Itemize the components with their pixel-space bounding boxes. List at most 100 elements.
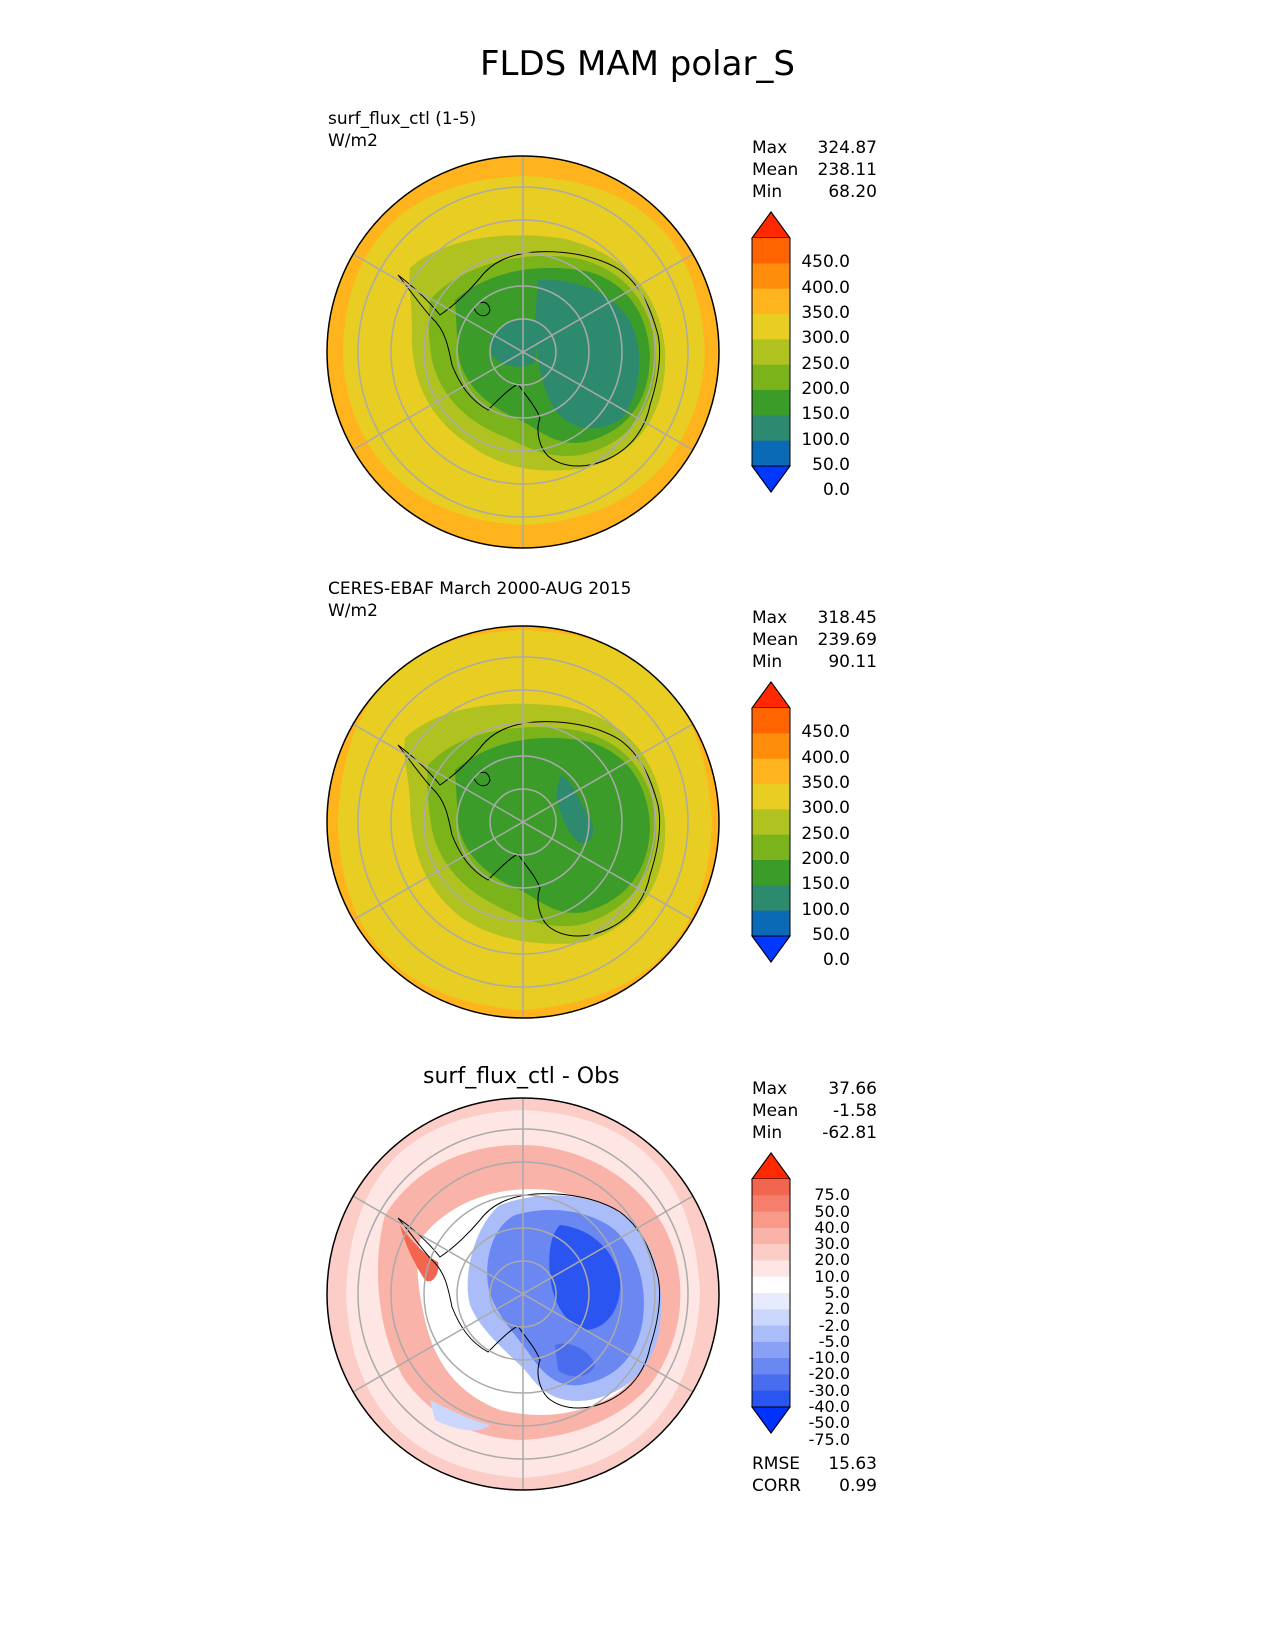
stat-min: Min 68.20 bbox=[752, 182, 877, 202]
panel1-name: surf_flux_ctl (1-5) bbox=[328, 109, 477, 129]
panel2-units: W/m2 bbox=[328, 601, 378, 621]
colorbar-tick-label: -20.0 bbox=[808, 1364, 850, 1384]
colorbar-tick-label: 0.0 bbox=[822, 480, 850, 501]
colorbar-extend-max bbox=[751, 211, 791, 239]
stat-mean: Mean 238.11 bbox=[752, 160, 877, 180]
panel2-label: CERES-EBAF March 2000-AUG 2015 W/m2 bbox=[328, 578, 631, 622]
stat-min: Min 90.11 bbox=[752, 652, 877, 672]
stat-max: Max 318.45 bbox=[752, 608, 877, 628]
panel1-units: W/m2 bbox=[328, 131, 378, 151]
colorbar-band bbox=[752, 885, 790, 912]
colorbar-tick-label: 400.0 bbox=[801, 747, 850, 768]
colorbar-tick-label: 40.0 bbox=[814, 1217, 850, 1237]
colorbar-tick-label: 150.0 bbox=[801, 404, 850, 425]
colorbar-tick-label: 250.0 bbox=[801, 823, 850, 844]
colorbar-band bbox=[752, 758, 790, 785]
colorbar-tick-label: 10.0 bbox=[814, 1266, 850, 1286]
colorbar-band bbox=[752, 1293, 790, 1310]
stat-mean: Mean 239.69 bbox=[752, 630, 877, 650]
colorbar-tick-label: -50.0 bbox=[808, 1413, 850, 1433]
colorbar-tick-label: 5.0 bbox=[824, 1283, 850, 1302]
colorbar-band bbox=[752, 1358, 790, 1375]
colorbar-band bbox=[752, 263, 790, 290]
stat-max: Max 324.87 bbox=[752, 138, 877, 158]
colorbar-extend-max bbox=[751, 681, 791, 709]
colorbar-band bbox=[752, 440, 790, 467]
colorbar-tick-label: 300.0 bbox=[801, 328, 850, 349]
colorbar-band bbox=[752, 415, 790, 442]
colorbar-tick-label: -30.0 bbox=[808, 1380, 850, 1400]
colorbar-tick-label: 20.0 bbox=[814, 1250, 850, 1270]
stat-max: Max 37.66 bbox=[752, 1079, 877, 1099]
colorbar-extend-min bbox=[751, 465, 791, 493]
colorbar-tick-label: 75.0 bbox=[814, 1185, 850, 1205]
colorbar-tick-label: 30.0 bbox=[814, 1234, 850, 1254]
colorbar-tick-label: 350.0 bbox=[801, 303, 850, 323]
panel1-stats: Max 324.87 Mean 238.11 Min 68.20 bbox=[752, 137, 877, 203]
panel2-stats: Max 318.45 Mean 239.69 Min 90.11 bbox=[752, 607, 877, 673]
colorbar-tick-label: -75.0 bbox=[808, 1429, 850, 1449]
colorbar-extend-min bbox=[751, 935, 791, 963]
colorbar-band bbox=[752, 1211, 790, 1229]
colorbar-band bbox=[752, 238, 790, 264]
stat-mean: Mean -1.58 bbox=[752, 1101, 877, 1121]
colorbar-tick-label: 250.0 bbox=[801, 353, 850, 374]
colorbar-band bbox=[752, 1374, 790, 1392]
colorbar-tick-label: 400.0 bbox=[801, 277, 850, 298]
colorbar-tick-label: 50.0 bbox=[814, 1201, 850, 1221]
colorbar-band bbox=[752, 1179, 790, 1196]
colorbar-band bbox=[752, 390, 790, 416]
colorbar-tick-label: 200.0 bbox=[801, 379, 850, 399]
colorbar-extend-min bbox=[751, 1406, 791, 1434]
colorbar-band bbox=[752, 288, 790, 315]
panel1-label: surf_flux_ctl (1-5) W/m2 bbox=[328, 108, 476, 152]
colorbar-tick-label: -2.0 bbox=[818, 1315, 850, 1335]
colorbar-band bbox=[752, 364, 790, 391]
colorbar-tick-label: 150.0 bbox=[801, 874, 850, 895]
colorbar-tick-label: -5.0 bbox=[818, 1331, 850, 1351]
colorbar-tick-label: 50.0 bbox=[812, 925, 850, 945]
colorbar-tick-label: 200.0 bbox=[801, 849, 850, 869]
colorbar-tick-label: 450.0 bbox=[801, 252, 850, 273]
colorbar-band bbox=[752, 784, 790, 810]
panel1-map bbox=[326, 155, 720, 549]
colorbar-tick-label: 300.0 bbox=[801, 798, 850, 819]
diff-panel-title: surf_flux_ctl - Obs bbox=[423, 1064, 620, 1089]
colorbar-tick-label: 50.0 bbox=[812, 455, 850, 475]
colorbar-frame bbox=[751, 681, 791, 963]
colorbar-band bbox=[752, 809, 790, 836]
panel3-stats: Max 37.66 Mean -1.58 Min -62.81 bbox=[752, 1078, 877, 1144]
colorbar-tick-label: 0.0 bbox=[822, 950, 850, 971]
colorbar-band bbox=[752, 1276, 790, 1294]
colorbar-band bbox=[752, 1325, 790, 1343]
colorbar-tick-label: 2.0 bbox=[824, 1299, 850, 1319]
colorbar-tick-label: 350.0 bbox=[801, 773, 850, 793]
panel2-name: CERES-EBAF March 2000-AUG 2015 bbox=[328, 579, 632, 599]
colorbar-band bbox=[752, 708, 790, 734]
colorbar-tick-label: -10.0 bbox=[808, 1348, 850, 1368]
stat-min: Min -62.81 bbox=[752, 1123, 877, 1143]
colorbar-tick-label: 450.0 bbox=[801, 722, 850, 743]
colorbar-band bbox=[752, 1195, 790, 1213]
metric-rmse: RMSE 15.63 bbox=[752, 1454, 877, 1474]
colorbar-band bbox=[752, 1227, 790, 1245]
colorbar-tick-label: 100.0 bbox=[801, 429, 850, 450]
colorbar-band bbox=[752, 314, 790, 340]
colorbar-frame bbox=[751, 211, 791, 493]
colorbar-band bbox=[752, 339, 790, 366]
colorbar-extend-max bbox=[751, 1152, 791, 1180]
colorbar-tick-label: -40.0 bbox=[808, 1397, 850, 1416]
colorbar-band bbox=[752, 834, 790, 861]
colorbar-tick-label: 100.0 bbox=[801, 899, 850, 920]
metric-corr: CORR 0.99 bbox=[752, 1476, 877, 1496]
panel3-map bbox=[326, 1097, 720, 1491]
colorbar-band bbox=[752, 733, 790, 760]
colorbar-frame bbox=[751, 1152, 791, 1434]
colorbar-band bbox=[752, 910, 790, 937]
panel2-map bbox=[326, 625, 720, 1019]
colorbar-band bbox=[752, 1244, 790, 1261]
colorbar-band bbox=[752, 1309, 790, 1327]
colorbar-band bbox=[752, 860, 790, 886]
colorbar-band bbox=[752, 1341, 790, 1359]
